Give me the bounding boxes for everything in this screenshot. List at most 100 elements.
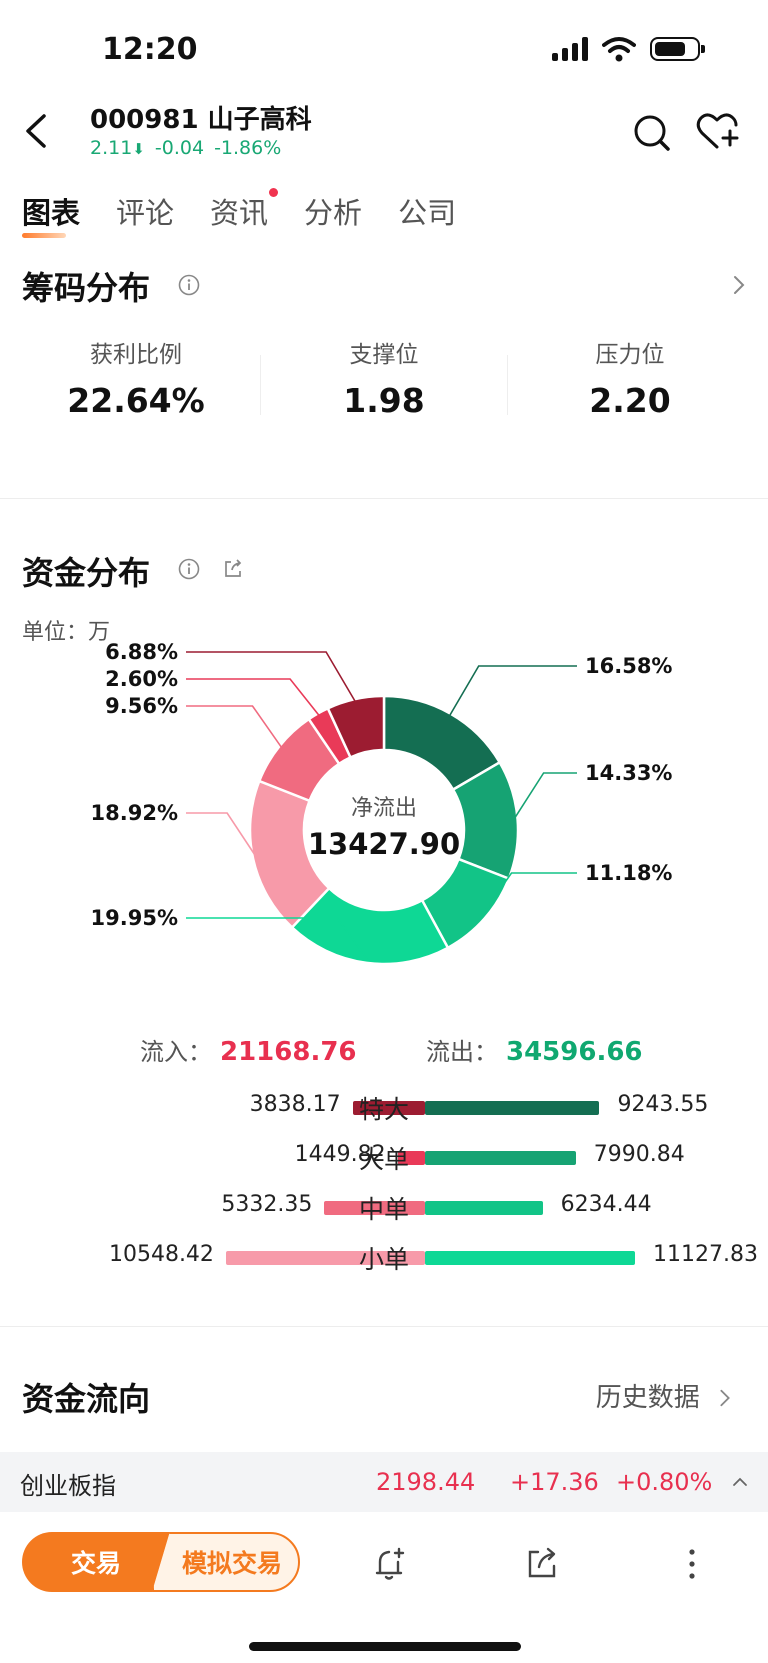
stock-change: -0.04	[154, 137, 205, 159]
status-time: 12:20	[102, 32, 198, 67]
chevron-right-icon	[720, 1389, 730, 1407]
donut-slice-label: 11.18%	[585, 861, 672, 885]
flow-summary: 流入： 21168.76 流出： 34596.66	[0, 1030, 768, 1070]
chip-distribution-title: 筹码分布	[22, 269, 151, 307]
status-icons	[552, 36, 705, 62]
flow-category-label: 特大	[358, 1095, 409, 1124]
donut-leader-line	[186, 705, 284, 750]
inflow-value: 5332.35	[221, 1192, 313, 1217]
section-divider	[0, 1326, 768, 1327]
search-icon[interactable]	[632, 113, 672, 153]
share-icon[interactable]	[524, 1546, 560, 1582]
flow-category-label: 小单	[358, 1245, 409, 1274]
trade-button[interactable]: 交易	[22, 1532, 170, 1592]
support-level-metric: 支撑位 1.98	[343, 342, 425, 420]
donut-slice	[326, 694, 386, 760]
chevron-up-icon[interactable]	[732, 1476, 748, 1488]
info-icon[interactable]	[178, 558, 200, 580]
battery-icon	[650, 37, 705, 61]
wifi-icon	[602, 37, 636, 62]
outflow-value: 7990.84	[593, 1142, 685, 1167]
chip-metrics: 获利比例 22.64% 支撑位 1.98 压力位 2.20	[0, 335, 768, 425]
more-options-icon[interactable]	[674, 1546, 710, 1582]
inflow-value: 1449.82	[294, 1142, 386, 1167]
home-indicator	[249, 1642, 521, 1651]
tab-bar: 图表 评论 资讯 分析 公司	[22, 188, 457, 238]
stock-price: 2.11	[90, 137, 133, 159]
index-value: 2198.44	[376, 1468, 476, 1496]
simulated-trade-button[interactable]: 模拟交易	[152, 1532, 300, 1592]
history-data-link[interactable]: 历史数据	[596, 1377, 732, 1414]
donut-leader-line	[480, 872, 577, 917]
inflow-bar	[324, 1201, 425, 1215]
donut-slice-label: 19.95%	[91, 906, 178, 930]
donut-slice-label: 2.60%	[105, 667, 178, 691]
fund-flow-title: 资金流向	[22, 1380, 151, 1418]
outflow-bar	[425, 1151, 576, 1165]
stock-change-pct: -1.86%	[214, 137, 282, 159]
index-name: 创业板指	[20, 1472, 116, 1500]
outflow-summary: 流出： 34596.66	[426, 1037, 643, 1067]
info-icon[interactable]	[178, 274, 200, 296]
outflow-value: 9243.55	[617, 1092, 709, 1117]
inflow-bar	[352, 1101, 425, 1115]
flow-category-label: 中单	[358, 1195, 409, 1224]
unit-label: 单位：万	[22, 620, 111, 645]
outflow-total: 34596.66	[506, 1037, 643, 1067]
donut-slice-label: 18.92%	[91, 801, 178, 825]
flow-category-label: 大单	[358, 1145, 409, 1174]
price-alert-bell-icon[interactable]	[372, 1546, 408, 1582]
back-arrow-icon[interactable]	[22, 113, 52, 149]
flow-bar-row: 5332.35 中单 6234.44	[0, 1188, 768, 1228]
inflow-value: 3838.17	[249, 1092, 341, 1117]
resistance-level-metric: 压力位 2.20	[589, 342, 671, 420]
flow-bar-row: 3838.17 特大 9243.55	[0, 1088, 768, 1128]
inflow-bar	[397, 1151, 425, 1165]
outflow-bar	[425, 1101, 600, 1115]
index-ticker-bar[interactable]: 创业板指 2198.44 +17.36 +0.80%	[0, 1452, 768, 1512]
stock-header: 000981 山子高科 2.11⬇ -0.04 -1.86%	[0, 95, 768, 165]
status-bar: 12:20	[0, 0, 768, 100]
tab-chart[interactable]: 图表	[22, 190, 80, 238]
cellular-signal-icon	[552, 37, 588, 61]
tab-news[interactable]: 资讯	[210, 188, 279, 230]
chip-distribution-chevron-right-icon[interactable]	[732, 274, 746, 296]
inflow-total: 21168.76	[220, 1037, 357, 1067]
tab-comments[interactable]: 评论	[116, 196, 175, 230]
add-favorite-heart-icon[interactable]	[696, 111, 740, 151]
net-flow-value: 13427.90	[308, 827, 460, 861]
donut-leader-line	[512, 772, 577, 821]
inflow-bar	[225, 1251, 425, 1265]
net-flow-label: 净流出	[351, 796, 417, 821]
index-change: +17.36	[510, 1468, 599, 1496]
donut-slice-label: 6.88%	[105, 640, 178, 664]
bottom-toolbar: 交易 模拟交易	[0, 1512, 768, 1663]
outflow-bar	[425, 1251, 635, 1265]
donut-leader-line	[186, 678, 321, 718]
share-icon[interactable]	[222, 558, 244, 580]
flow-bars: 3838.17 特大 9243.55 1449.82 大单 7990.84 5332.35 中…	[0, 1088, 768, 1274]
tab-analysis[interactable]: 分析	[304, 196, 363, 230]
stock-quote: 2.11⬇ -0.04 -1.86%	[90, 137, 281, 159]
donut-leader-line	[186, 917, 368, 960]
outflow-value: 11127.83	[653, 1242, 758, 1267]
section-divider	[0, 498, 768, 499]
donut-slice-label: 14.33%	[585, 761, 672, 785]
fund-distribution-title: 资金分布	[22, 554, 151, 592]
fund-distribution-donut-chart: 净流出 13427.90 16.58% 14.33% 11.18% 19.95% 18.…	[91, 640, 672, 966]
tab-company[interactable]: 公司	[398, 196, 457, 230]
donut-slice-label: 16.58%	[585, 654, 672, 678]
news-badge	[269, 188, 279, 197]
inflow-summary: 流入： 21168.76	[140, 1037, 357, 1067]
flow-bar-row: 1449.82 大单 7990.84	[0, 1138, 768, 1178]
donut-leader-line	[186, 812, 258, 859]
stock-title: 000981 山子高科	[90, 105, 312, 135]
donut-leader-line	[186, 651, 357, 704]
down-arrow-icon: ⬇	[132, 140, 145, 158]
outflow-bar	[425, 1201, 543, 1215]
outflow-value: 6234.44	[560, 1192, 652, 1217]
index-change-pct: +0.80%	[616, 1468, 713, 1496]
donut-leader-line	[448, 665, 577, 718]
donut-slice-label: 9.56%	[105, 694, 178, 718]
inflow-value: 10548.42	[108, 1242, 214, 1267]
